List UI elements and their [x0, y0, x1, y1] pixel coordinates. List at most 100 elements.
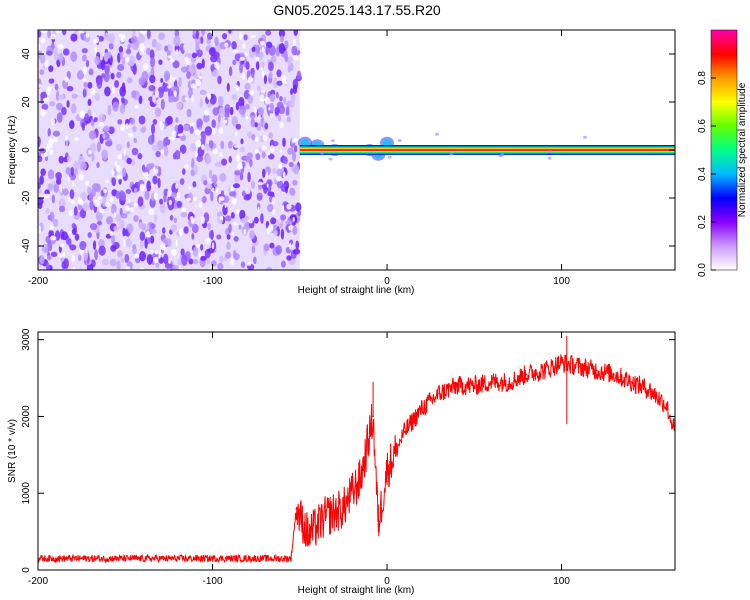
noise-blob — [38, 197, 44, 206]
snr-point — [578, 365, 580, 368]
noise-blob — [163, 145, 169, 157]
noise-blob — [278, 105, 286, 115]
signal-speckle — [547, 150, 552, 154]
snr-x-tick-label: -200 — [28, 576, 48, 587]
snr-point — [665, 404, 668, 406]
noise-blob — [108, 42, 114, 50]
noise-blob — [118, 46, 124, 54]
noise-blob — [231, 40, 237, 50]
noise-blob — [132, 125, 137, 133]
noise-blob — [106, 51, 112, 59]
noise-blob — [277, 114, 282, 122]
noise-blob — [230, 212, 235, 219]
noise-blob — [244, 82, 251, 90]
noise-gap — [292, 38, 297, 46]
noise-blob — [155, 150, 161, 158]
noise-blob — [225, 251, 232, 259]
noise-gap — [120, 123, 125, 132]
noise-gap — [158, 254, 161, 259]
noise-blob — [255, 44, 260, 55]
noise-blob — [158, 257, 164, 264]
noise-blob — [284, 185, 289, 194]
noise-blob — [264, 122, 269, 130]
snr-series — [38, 335, 675, 564]
noise-blob — [115, 213, 122, 223]
noise-gap — [267, 224, 274, 232]
noise-blob — [217, 262, 224, 270]
noise-gap — [67, 176, 71, 182]
noise-blob — [240, 138, 244, 145]
noise-blob — [189, 126, 194, 135]
noise-blob — [283, 96, 287, 105]
noise-blob — [125, 48, 132, 55]
noise-blob — [214, 36, 219, 47]
noise-gap — [279, 122, 284, 129]
noise-blob — [133, 215, 139, 222]
noise-blob — [183, 124, 190, 131]
noise-gap — [78, 173, 84, 181]
snr-point — [325, 515, 327, 518]
noise-gap — [175, 239, 178, 248]
colorbar-tick-label: 0.0 — [697, 263, 708, 277]
noise-blob — [233, 183, 241, 189]
noise-blob — [179, 144, 187, 155]
noise-gap — [73, 137, 79, 141]
noise-blob — [203, 180, 208, 186]
noise-blob — [231, 93, 238, 101]
noise-blob — [101, 258, 109, 266]
noise-gap — [269, 113, 274, 117]
noise-gap — [40, 37, 46, 44]
noise-gap — [49, 149, 54, 156]
noise-blob — [208, 47, 216, 57]
noise-blob — [186, 108, 192, 118]
noise-gap — [161, 149, 165, 154]
noise-blob — [87, 81, 93, 89]
noise-blob — [111, 177, 117, 187]
noise-blob — [164, 45, 169, 52]
noise-blob — [170, 192, 177, 198]
noise-gap — [234, 144, 240, 148]
noise-blob — [276, 80, 283, 86]
noise-gap — [82, 66, 88, 75]
noise-blob — [195, 30, 199, 40]
noise-blob — [148, 85, 154, 92]
noise-blob — [170, 86, 178, 92]
noise-gap — [143, 62, 149, 70]
noise-blob — [133, 137, 137, 144]
snr-point — [295, 507, 298, 510]
noise-gap — [193, 196, 197, 201]
noise-gap — [183, 44, 186, 51]
noise-blob — [145, 47, 151, 55]
snr-point — [473, 384, 476, 387]
noise-blob — [239, 173, 244, 181]
noise-blob — [98, 245, 106, 256]
noise-blob — [88, 130, 97, 140]
noise-gap — [272, 208, 276, 215]
noise-blob — [172, 265, 180, 270]
noise-gap — [68, 209, 73, 217]
noise-blob — [162, 227, 166, 234]
noise-gap — [93, 199, 100, 208]
noise-blob — [149, 56, 156, 68]
noise-blob — [240, 261, 246, 268]
noise-blob — [283, 50, 288, 61]
noise-gap — [145, 231, 151, 238]
noise-blob — [249, 158, 253, 168]
noise-gap — [64, 76, 69, 83]
noise-blob — [293, 30, 299, 36]
noise-blob — [46, 254, 52, 261]
noise-gap — [85, 33, 90, 38]
noise-blob — [203, 212, 210, 223]
noise-blob — [56, 112, 63, 123]
noise-gap — [260, 89, 266, 94]
noise-blob — [181, 254, 188, 266]
noise-gap — [190, 83, 197, 89]
snr-point — [342, 507, 345, 510]
noise-blob — [141, 126, 147, 133]
noise-gap — [68, 230, 72, 234]
noise-gap — [195, 139, 202, 148]
noise-blob — [249, 230, 256, 240]
noise-blob — [48, 78, 55, 84]
spectrogram-y-tick-label: 20 — [21, 96, 32, 108]
